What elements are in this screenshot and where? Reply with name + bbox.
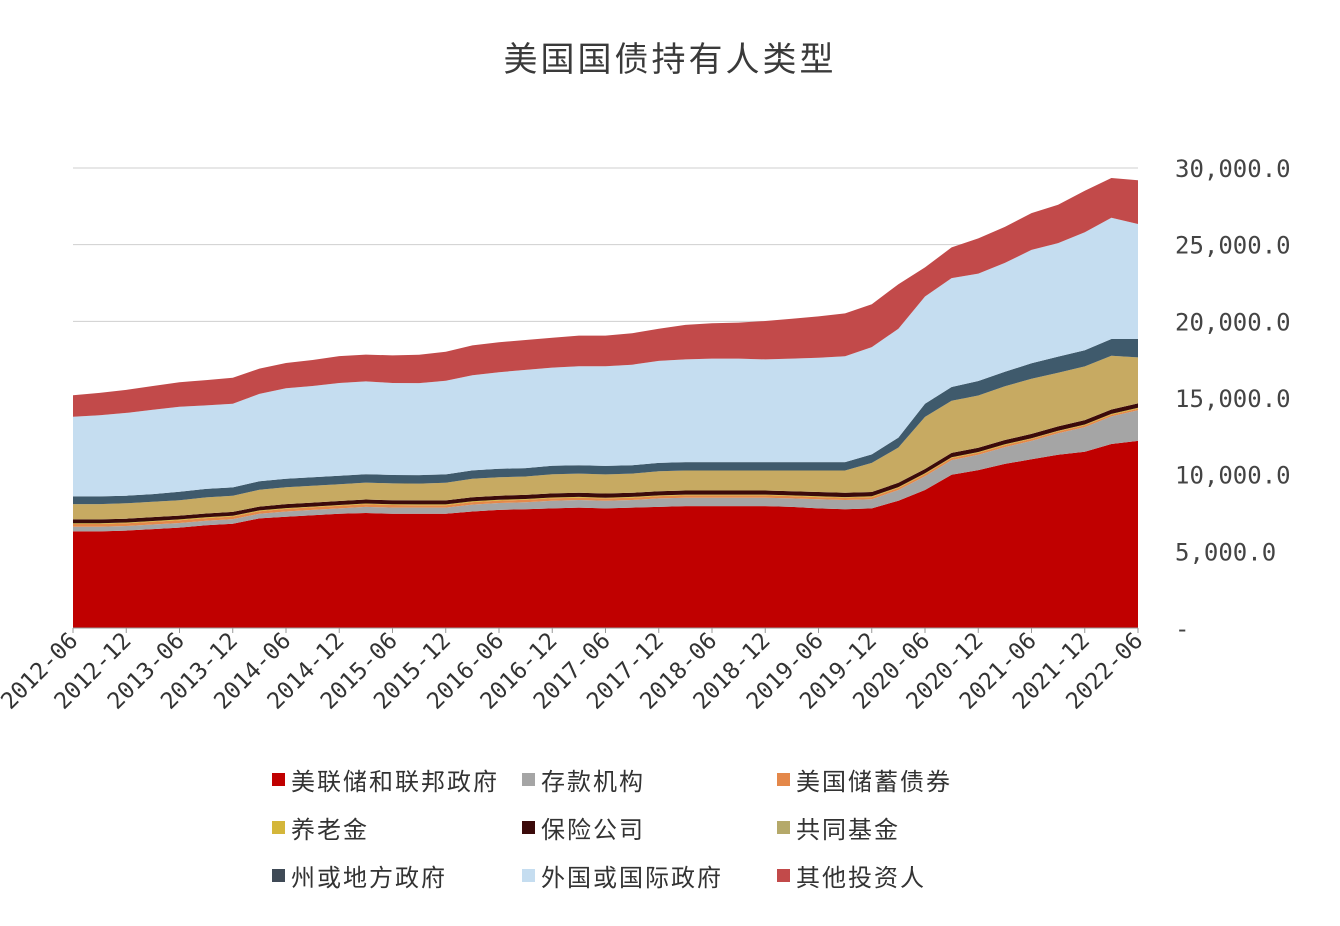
area-series-5: [73, 355, 1138, 520]
area-series-1: [73, 410, 1138, 532]
legend-item: 州或地方政府: [272, 858, 447, 892]
legend-swatch: [777, 868, 790, 882]
legend-label: 养老金: [291, 815, 369, 844]
legend-swatch: [272, 820, 285, 834]
legend-item: 外国或国际政府: [522, 858, 723, 892]
y-tick-label: 30,000.0: [1175, 155, 1291, 183]
legend-label: 外国或国际政府: [541, 863, 723, 892]
legend-item: 美联储和联邦政府: [272, 762, 499, 796]
y-tick-label: 5,000.0: [1175, 538, 1276, 566]
y-tick-label: -: [1175, 615, 1189, 643]
legend-label: 保险公司: [541, 815, 645, 844]
area-series-8: [73, 178, 1138, 417]
legend-item: 保险公司: [522, 810, 645, 844]
legend-item: 美国储蓄债券: [777, 762, 952, 796]
area-series-4: [73, 403, 1138, 524]
legend-label: 州或地方政府: [291, 863, 447, 892]
legend-swatch: [522, 820, 535, 834]
legend-swatch: [522, 772, 535, 786]
legend-label: 其他投资人: [796, 863, 926, 892]
legend-swatch: [272, 772, 285, 786]
area-series-2: [73, 408, 1138, 527]
legend-swatch: [522, 868, 535, 882]
y-tick-label: 15,000.0: [1175, 385, 1291, 413]
y-tick-label: 10,000.0: [1175, 462, 1291, 490]
area-series-7: [73, 217, 1138, 497]
legend-swatch: [777, 820, 790, 834]
chart-title: 美国国债持有人类型: [503, 40, 837, 80]
legend-item: 存款机构: [522, 762, 645, 796]
legend-label: 存款机构: [541, 767, 645, 796]
legend-label: 共同基金: [796, 815, 900, 844]
y-tick-label: 25,000.0: [1175, 232, 1291, 260]
legend-swatch: [777, 772, 790, 786]
area-series-6: [73, 339, 1138, 505]
y-tick-label: 20,000.0: [1175, 308, 1291, 336]
legend-item: 养老金: [272, 810, 369, 844]
legend-swatch: [272, 868, 285, 882]
legend-item: 共同基金: [777, 810, 900, 844]
legend-label: 美国储蓄债券: [796, 767, 952, 796]
legend-item: 其他投资人: [777, 858, 926, 892]
area-series-0: [73, 440, 1138, 628]
legend-label: 美联储和联邦政府: [291, 767, 499, 796]
